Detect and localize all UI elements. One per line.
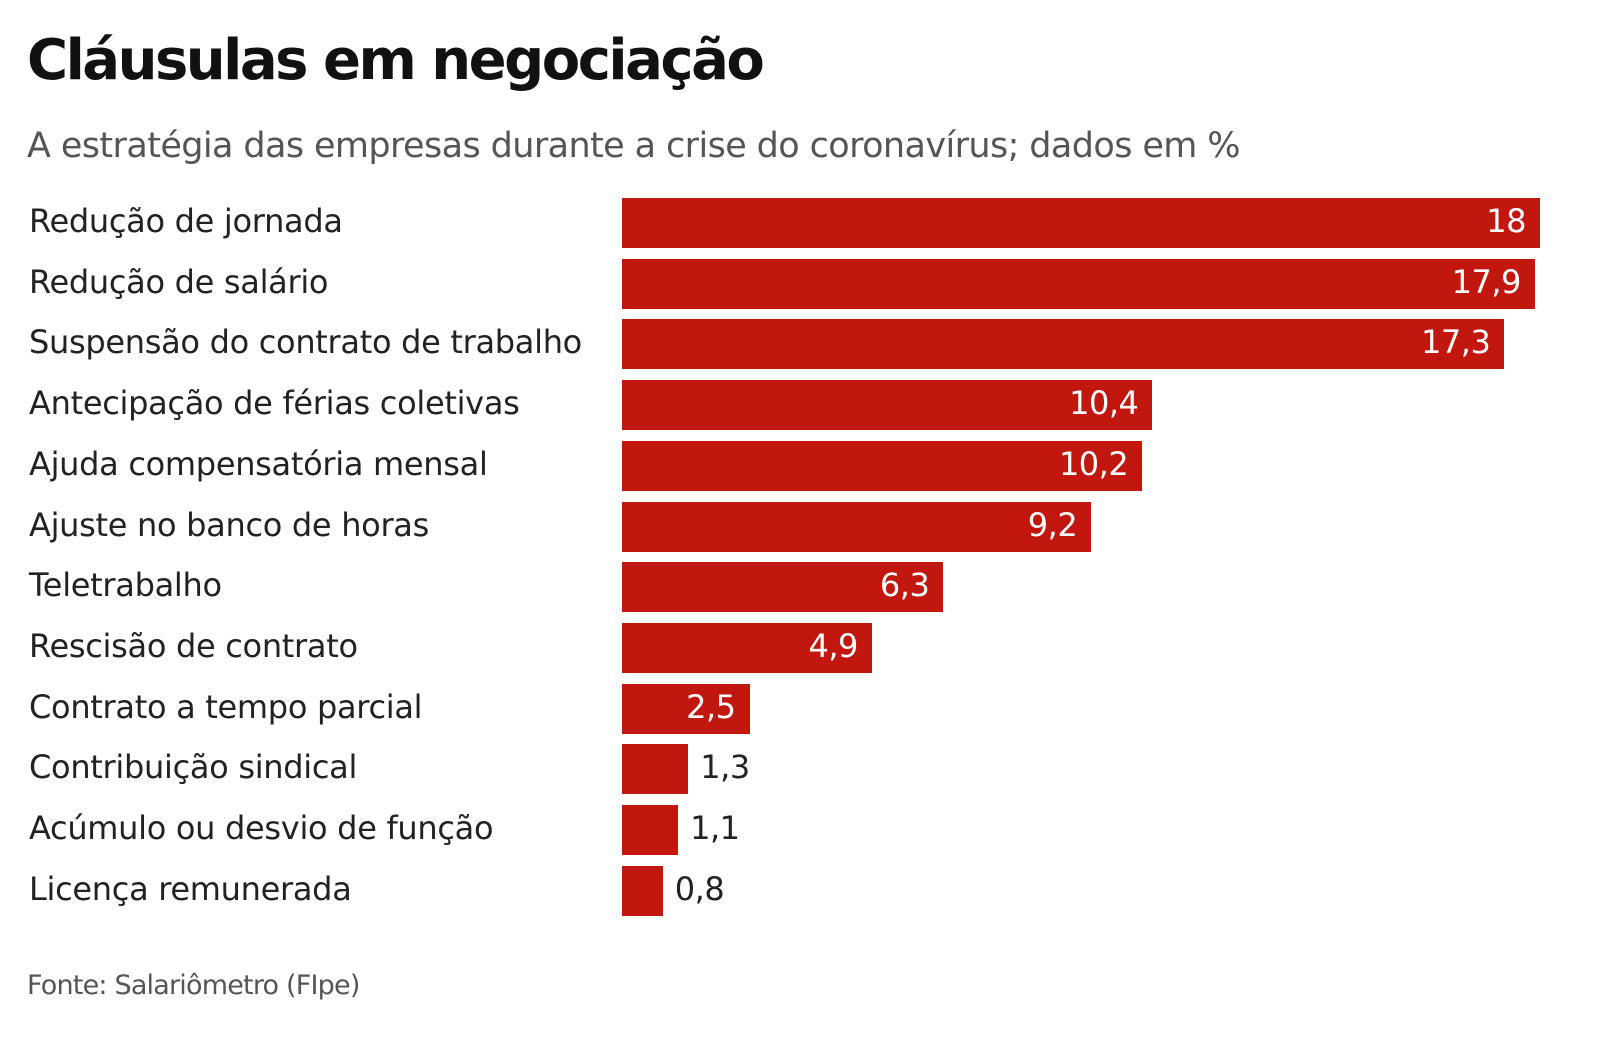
value-label: 4,9 xyxy=(808,626,859,665)
bar xyxy=(622,744,689,795)
bar xyxy=(622,562,944,613)
bar xyxy=(622,622,872,673)
bar xyxy=(622,865,663,916)
bar xyxy=(622,319,1505,370)
bar xyxy=(622,198,1540,248)
value-label: 0,8 xyxy=(674,869,725,908)
bar xyxy=(622,258,1535,309)
value-label: 1,3 xyxy=(700,748,750,787)
value-label: 2,5 xyxy=(686,687,736,726)
bar xyxy=(622,683,750,734)
category-label: Contrato a tempo parcial xyxy=(29,687,423,726)
chart-title: Cláusulas em negociação xyxy=(27,28,765,93)
chart-subtitle: A estratégia das empresas durante a cris… xyxy=(27,126,1241,166)
value-label: 10,4 xyxy=(1069,384,1139,423)
category-label: Ajuda compensatória mensal xyxy=(29,444,488,483)
category-label: Rescisão de contrato xyxy=(29,626,358,665)
category-label: Contribuição sindical xyxy=(29,748,358,787)
bar xyxy=(622,805,679,855)
value-label: 9,2 xyxy=(1027,505,1078,544)
category-label: Redução de jornada xyxy=(29,202,343,240)
value-label: 17,9 xyxy=(1451,262,1522,301)
value-label: 17,3 xyxy=(1421,323,1491,362)
category-label: Acúmulo ou desvio de função xyxy=(29,809,494,847)
bar xyxy=(622,380,1153,431)
value-label: 1,1 xyxy=(690,809,740,847)
category-label: Redução de salário xyxy=(29,262,329,301)
category-label: Teletrabalho xyxy=(29,566,222,605)
category-label: Suspensão do contrato de trabalho xyxy=(29,323,582,362)
value-label: 10,2 xyxy=(1058,444,1129,483)
value-label: 18 xyxy=(1486,202,1526,240)
source-note: Fonte: Salariômetro (FIpe) xyxy=(27,970,360,1001)
value-label: 6,3 xyxy=(879,566,930,605)
bar xyxy=(622,501,1092,552)
category-label: Licença remunerada xyxy=(29,869,352,908)
bar xyxy=(622,440,1143,491)
category-label: Antecipação de férias coletivas xyxy=(29,384,520,423)
category-label: Ajuste no banco de horas xyxy=(29,505,429,544)
